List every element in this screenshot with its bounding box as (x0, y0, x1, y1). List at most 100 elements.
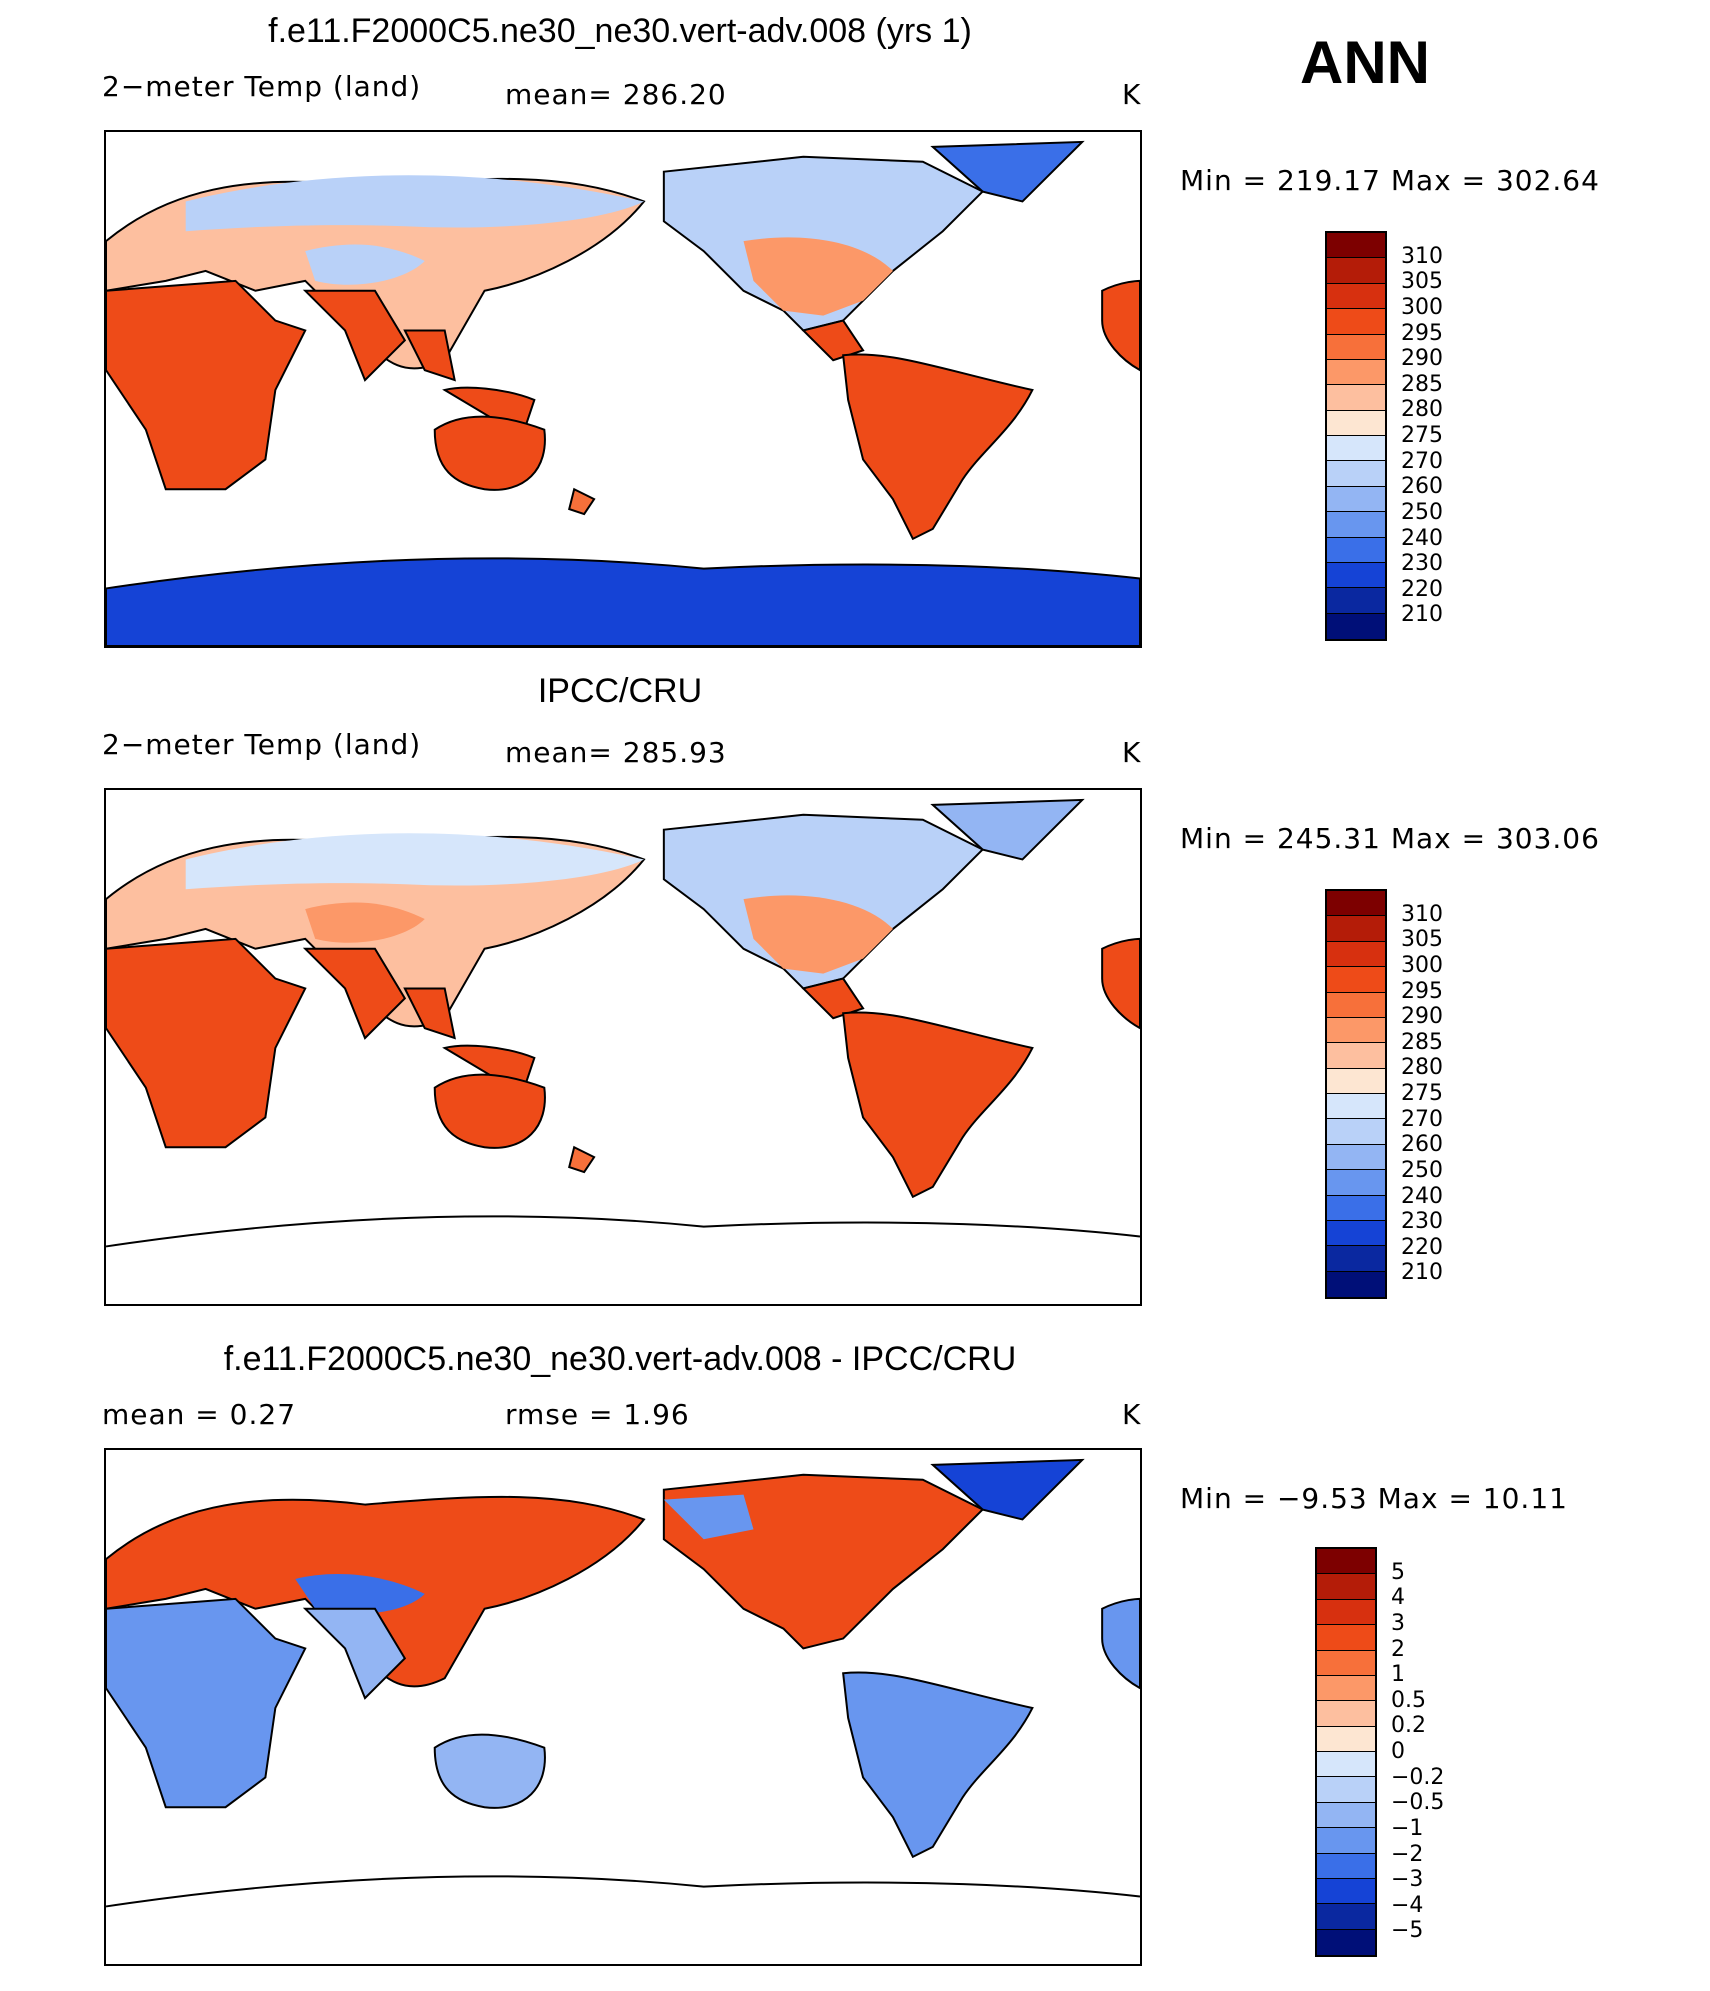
panel-3-rmse-label: rmse = 1.96 (505, 1398, 690, 1431)
colorbar-swatch (1327, 1144, 1385, 1171)
colorbar-swatch (1327, 1068, 1385, 1094)
panel-3-title: f.e11.F2000C5.ne30_ne30.vert-adv.008 - I… (223, 1340, 1017, 1378)
colorbar-tick-label: 3 (1391, 1610, 1405, 1636)
colorbar-swatch (1327, 1170, 1385, 1196)
colorbar-tick-label: −0.2 (1391, 1764, 1445, 1790)
colorbar-swatch (1327, 562, 1385, 589)
colorbar-tick-label: 0 (1391, 1739, 1405, 1764)
colorbar-tick-label: 305 (1401, 927, 1443, 953)
panel-1-units-label: K (1122, 78, 1142, 111)
colorbar-tick-label: 250 (1401, 1157, 1443, 1183)
colorbar-tick-label: 260 (1401, 1132, 1443, 1158)
colorbar-swatch (1327, 916, 1385, 942)
panel-1-variable-label: 2−meter Temp (land) (102, 70, 422, 103)
colorbar-swatch (1317, 1599, 1375, 1626)
panel-3-map-graphic (106, 1458, 1140, 1908)
colorbar-swatch (1327, 233, 1385, 259)
colorbar-tick-label: 285 (1401, 371, 1443, 397)
colorbar-swatch (1327, 537, 1385, 563)
season-label: ANN (1300, 29, 1430, 96)
colorbar-swatch (1327, 588, 1385, 614)
colorbar-tick-label: 250 (1401, 499, 1443, 525)
colorbar-swatch (1317, 1726, 1375, 1752)
colorbar-tick-label: 310 (1401, 243, 1443, 269)
panel-2-title: IPCC/CRU (537, 672, 703, 710)
colorbar-tick-label: −0.5 (1391, 1790, 1445, 1816)
colorbar-tick-label: 260 (1401, 474, 1443, 500)
colorbar-tick-label: 220 (1401, 576, 1443, 602)
colorbar-swatch (1317, 1625, 1375, 1651)
colorbar-tick-label: 230 (1401, 1209, 1443, 1235)
colorbar-swatch (1317, 1650, 1375, 1676)
panel-1-colorbar (1325, 231, 1387, 641)
panel-2-map (104, 788, 1142, 1306)
colorbar-tick-label: 270 (1401, 448, 1443, 474)
colorbar-tick-label: 240 (1401, 1183, 1443, 1209)
colorbar-tick-label: 240 (1401, 525, 1443, 551)
colorbar-swatch (1327, 1246, 1385, 1272)
colorbar-swatch (1317, 1675, 1375, 1702)
colorbar-swatch (1317, 1853, 1375, 1879)
colorbar-swatch (1317, 1549, 1375, 1575)
colorbar-tick-label: −4 (1391, 1892, 1424, 1918)
colorbar-tick-label: 4 (1391, 1585, 1405, 1611)
colorbar-swatch (1327, 967, 1385, 993)
panel-2-map-graphic (106, 798, 1140, 1248)
colorbar-swatch (1327, 385, 1385, 411)
colorbar-swatch (1317, 1828, 1375, 1854)
colorbar-tick-label: 295 (1401, 320, 1443, 346)
colorbar-tick-label: 280 (1401, 1055, 1443, 1081)
colorbar-tick-label: 285 (1401, 1029, 1443, 1055)
colorbar-tick-label: 0.5 (1391, 1687, 1426, 1713)
colorbar-tick-label: 300 (1401, 952, 1443, 978)
colorbar-tick-label: 0.2 (1391, 1713, 1426, 1739)
colorbar-swatch (1327, 1119, 1385, 1145)
colorbar-swatch (1327, 258, 1385, 284)
colorbar-swatch (1317, 1802, 1375, 1829)
colorbar-swatch (1327, 410, 1385, 436)
colorbar-swatch (1327, 309, 1385, 335)
panel-1-map-graphic (106, 140, 1140, 646)
colorbar-tick-label: 270 (1401, 1106, 1443, 1132)
colorbar-tick-label: 210 (1401, 602, 1443, 628)
colorbar-swatch (1327, 436, 1385, 462)
panel-2-colorbar (1325, 889, 1387, 1299)
panel-3-minmax: Min = −9.53 Max = 10.11 (1180, 1482, 1568, 1515)
colorbar-swatch (1317, 1574, 1375, 1600)
panel-1-minmax: Min = 219.17 Max = 302.64 (1180, 164, 1600, 197)
colorbar-swatch (1327, 613, 1385, 639)
colorbar-swatch (1327, 941, 1385, 968)
colorbar-tick-label: 295 (1401, 978, 1443, 1004)
colorbar-tick-label: 1 (1391, 1662, 1405, 1688)
panel-1-title: f.e11.F2000C5.ne30_ne30.vert-adv.008 (yr… (268, 12, 972, 50)
colorbar-swatch (1317, 1929, 1375, 1955)
colorbar-swatch (1327, 1043, 1385, 1069)
colorbar-swatch (1317, 1752, 1375, 1778)
colorbar-swatch (1327, 992, 1385, 1018)
colorbar-tick-label: 2 (1391, 1636, 1405, 1662)
colorbar-swatch (1327, 1220, 1385, 1247)
colorbar-tick-label: 290 (1401, 1004, 1443, 1030)
colorbar-tick-label: 220 (1401, 1234, 1443, 1260)
colorbar-swatch (1327, 461, 1385, 487)
colorbar-swatch (1327, 1195, 1385, 1221)
colorbar-tick-label: −3 (1391, 1867, 1424, 1893)
colorbar-swatch (1327, 512, 1385, 538)
colorbar-tick-label: 210 (1401, 1260, 1443, 1286)
panel-2-units-label: K (1122, 736, 1142, 769)
panel-2-mean-label: mean= 285.93 (505, 736, 727, 769)
panel-2-minmax: Min = 245.31 Max = 303.06 (1180, 822, 1600, 855)
colorbar-tick-label: −5 (1391, 1918, 1424, 1944)
colorbar-swatch (1327, 1271, 1385, 1297)
colorbar-swatch (1317, 1777, 1375, 1803)
panel-1-mean-label: mean= 286.20 (505, 78, 727, 111)
colorbar-swatch (1317, 1904, 1375, 1930)
colorbar-tick-label: 300 (1401, 294, 1443, 320)
panel-3-map (104, 1448, 1142, 1966)
colorbar-swatch (1327, 891, 1385, 917)
colorbar-swatch (1327, 1017, 1385, 1044)
colorbar-tick-label: 310 (1401, 901, 1443, 927)
colorbar-tick-label: −2 (1391, 1841, 1424, 1867)
colorbar-tick-label: 5 (1391, 1559, 1405, 1585)
colorbar-tick-label: 230 (1401, 551, 1443, 577)
